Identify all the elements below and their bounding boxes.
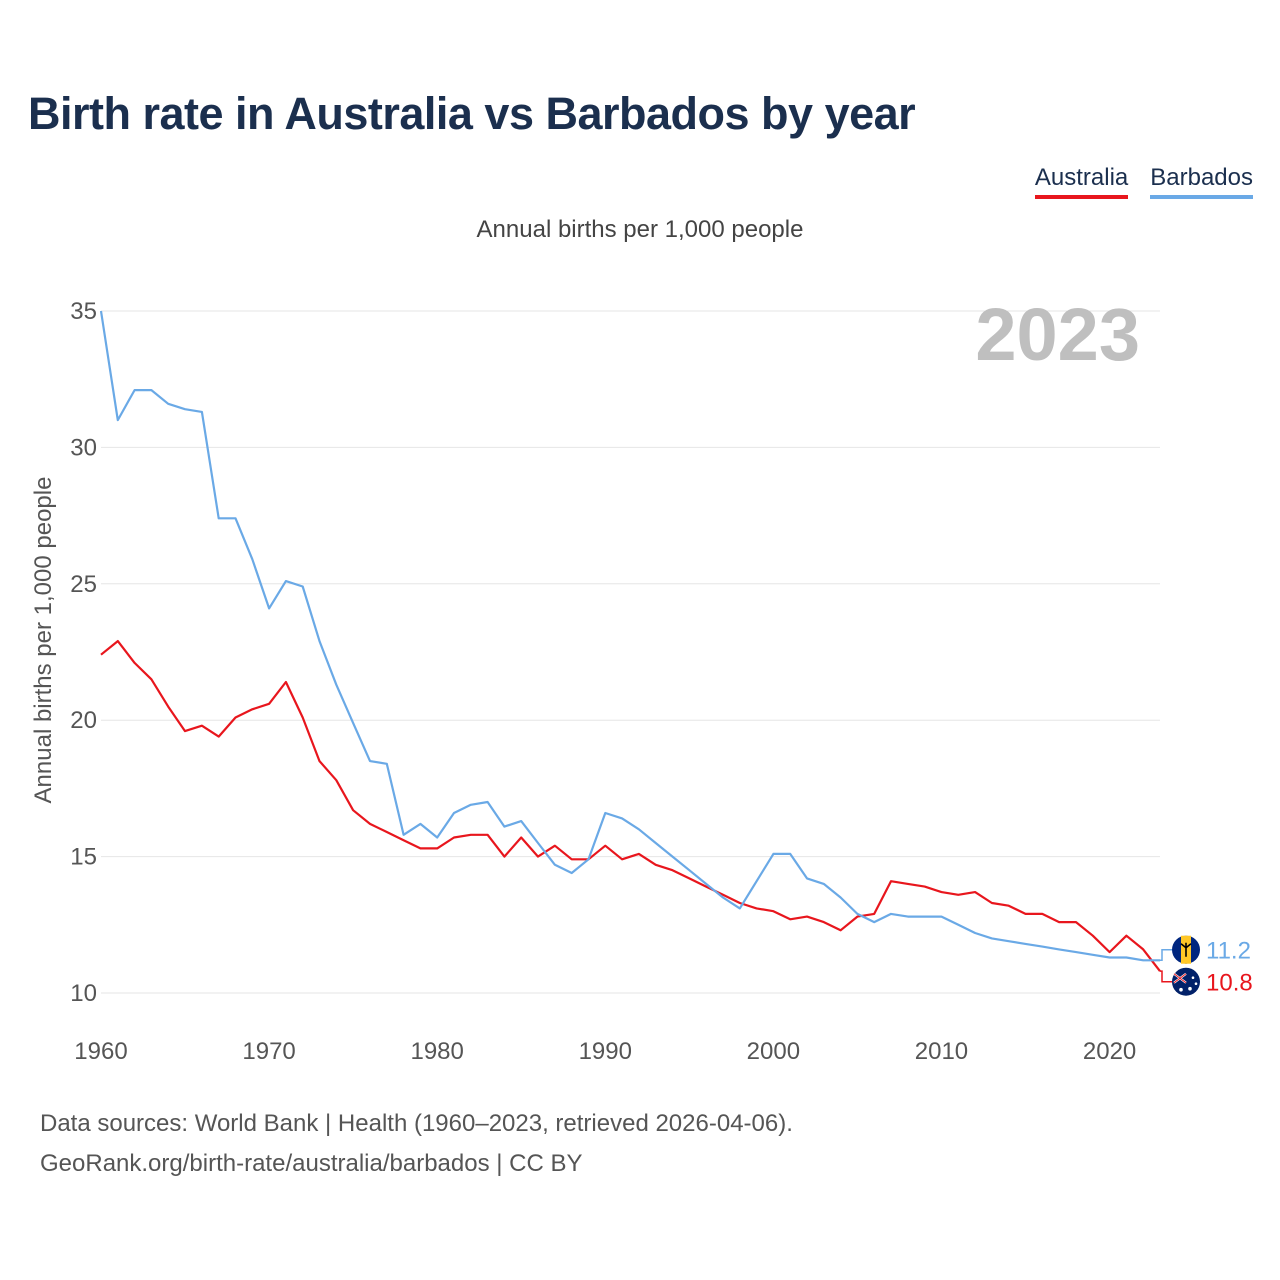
x-tick-label: 1960 [74, 1038, 127, 1065]
y-axis-ticks: 10 15 20 25 30 35 [70, 298, 97, 1007]
series-lines [99, 310, 1161, 972]
x-tick-label: 2010 [915, 1038, 968, 1065]
x-axis-ticks: 1960 1970 1980 1990 2000 2010 2020 [74, 1038, 1136, 1065]
legend-item-australia[interactable]: Australia [1034, 164, 1129, 199]
australia-flag-icon [1172, 967, 1200, 996]
grid-lines [101, 310, 1160, 994]
end-value-label-barbados: 11.2 [1206, 938, 1251, 965]
end-value-label-australia: 10.8 [1206, 970, 1253, 997]
x-tick-label: 1980 [410, 1038, 463, 1065]
y-tick-label: 10 [70, 980, 97, 1007]
footer-url[interactable]: GeoRank.org/birth-rate/australia/barbado… [40, 1150, 583, 1177]
y-tick-label: 35 [70, 298, 97, 325]
chart-subtitle: Annual births per 1,000 people [476, 216, 804, 243]
x-tick-label: 2000 [747, 1038, 800, 1065]
y-tick-label: 25 [70, 571, 97, 598]
footer: Data sources: World Bank | Health (1960–… [40, 1104, 793, 1184]
end-markers: 11.2 10.8 [1160, 935, 1253, 997]
footer-sources: Data sources: World Bank | Health (1960–… [40, 1110, 793, 1137]
series-line-barbados[interactable] [99, 310, 1160, 962]
year-label: 2023 [975, 293, 1140, 376]
x-tick-label: 2020 [1083, 1038, 1136, 1065]
barbados-flag-icon [1172, 935, 1200, 964]
end-connector-australia [1160, 970, 1172, 983]
legend-item-barbados[interactable]: Barbados [1150, 164, 1253, 199]
chart-title: Birth rate in Australia vs Barbados by y… [28, 88, 916, 139]
y-tick-label: 20 [70, 707, 97, 734]
x-tick-label: 1990 [579, 1038, 632, 1065]
end-connector-barbados [1160, 948, 1172, 962]
legend: Australia Barbados [1034, 164, 1253, 199]
y-axis-label: Annual births per 1,000 people [30, 477, 57, 804]
series-line-australia[interactable] [100, 639, 1161, 972]
y-tick-label: 30 [70, 434, 97, 461]
x-tick-label: 1970 [242, 1038, 295, 1065]
y-tick-label: 15 [70, 844, 97, 871]
